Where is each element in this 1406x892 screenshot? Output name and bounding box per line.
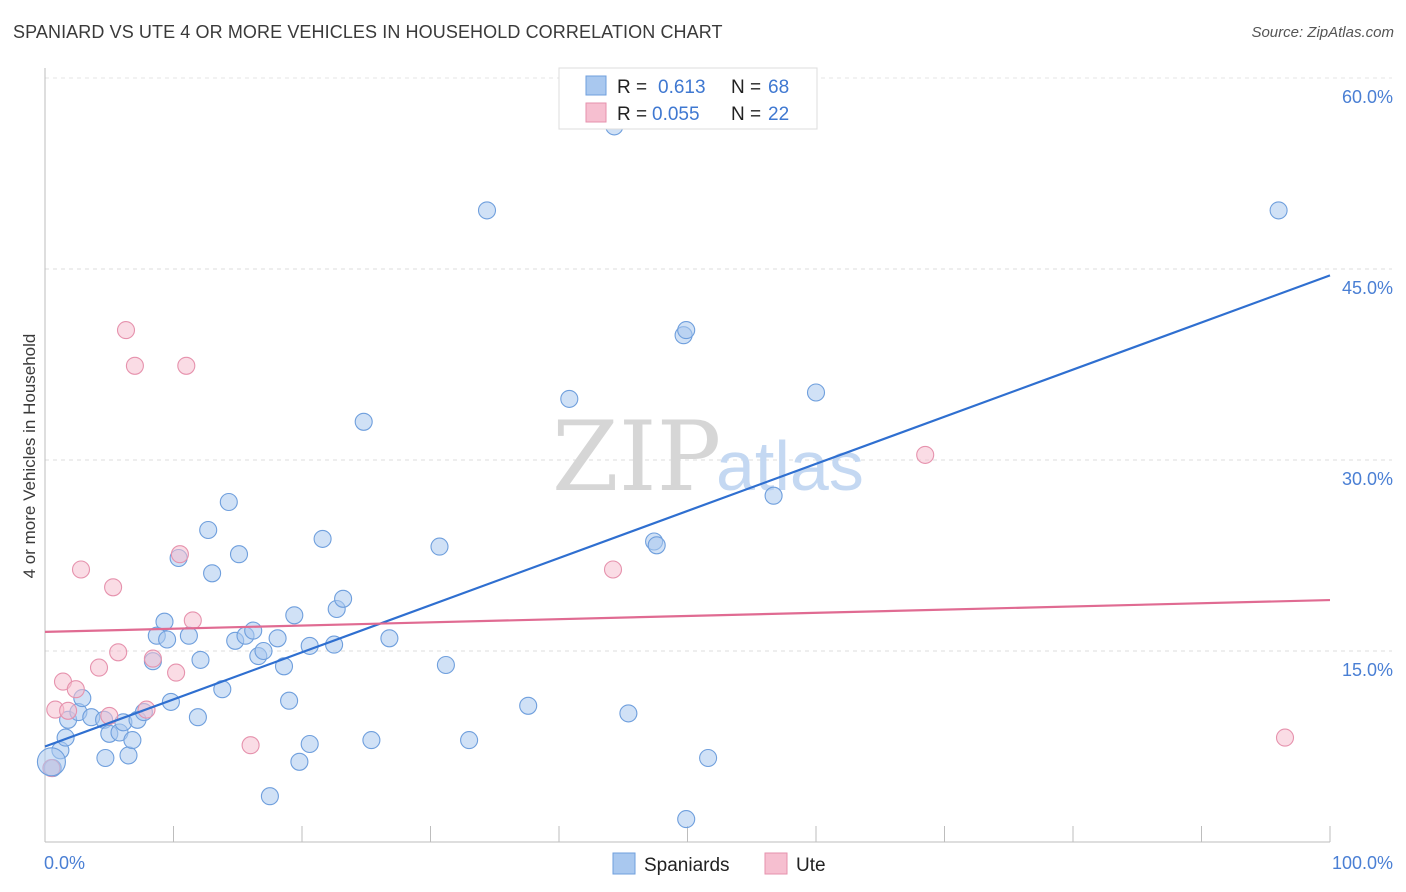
x-tick-label-max: 100.0%: [1332, 853, 1393, 873]
ute-point-10: [116, 321, 136, 340]
legend-swatch-spaniards: [585, 75, 607, 96]
axes: [44, 68, 1331, 843]
ute-point-15: [170, 545, 189, 564]
series-legend: Spaniards Ute: [612, 852, 826, 876]
spaniards-point-52: [460, 731, 479, 750]
ute-point-21: [1275, 728, 1295, 747]
stats-legend: R = 0.613 N = 68 R = 0.055 N = 22: [558, 67, 818, 130]
ute-point-9: [109, 643, 128, 662]
spaniards-point-35: [260, 787, 279, 806]
watermark-zip: ZIP: [552, 401, 721, 513]
spaniards-point-38: [280, 691, 299, 710]
ute-point-5: [71, 560, 91, 579]
bottom-legend-swatch-spaniards: [612, 852, 636, 875]
spaniards-point-24: [191, 650, 210, 669]
spaniards-point-62: [677, 810, 696, 829]
spaniards-point-59: [647, 536, 666, 555]
legend-swatch-ute: [585, 102, 607, 123]
spaniards-point-34: [254, 641, 273, 661]
spaniards-point-47: [354, 412, 373, 431]
bottom-legend-swatch-ute: [764, 852, 788, 875]
legend-r-label-2: R =: [617, 104, 647, 125]
ute-point-13: [143, 649, 162, 668]
source-credit: Source: ZipAtlas.com: [1251, 24, 1394, 41]
spaniards-point-40: [290, 752, 309, 771]
spaniards-point-50: [430, 537, 449, 556]
ute-point-6: [89, 658, 109, 677]
y-tick-label-1: 30.0%: [1342, 469, 1393, 489]
legend-r-label-1: R =: [617, 77, 647, 98]
ute-point-16: [177, 356, 196, 375]
spaniards-point-32: [244, 621, 263, 640]
ute-point-8: [104, 578, 123, 597]
legend-r-value-2: 0.055: [652, 104, 700, 125]
spaniards-point-54: [519, 696, 538, 715]
ute-point-3: [59, 701, 78, 720]
spaniards-point-36: [268, 629, 287, 648]
spaniards-point-25: [199, 520, 218, 540]
spaniards-point-43: [313, 529, 332, 548]
ute-point-7: [100, 706, 119, 725]
legend-n-label-1: N =: [731, 77, 761, 98]
spaniards-point-48: [362, 731, 381, 750]
spaniards-point-18: [155, 612, 174, 631]
spaniards-point-66: [1269, 201, 1288, 220]
ute-point-20: [916, 445, 935, 464]
spaniards-point-63: [699, 748, 718, 768]
spaniards-point-55: [560, 389, 579, 408]
y-tick-label-0: 15.0%: [1342, 660, 1393, 680]
legend-n-label-2: N =: [731, 104, 761, 125]
ute-point-4: [66, 680, 85, 699]
spaniards-point-42: [300, 734, 319, 754]
spaniards-point-large: [36, 747, 66, 777]
trend-line-spaniards: [44, 274, 1331, 748]
spaniards-point-49: [380, 629, 399, 648]
chart-title: SPANIARD VS UTE 4 OR MORE VEHICLES IN HO…: [13, 22, 723, 42]
ute-point-14: [167, 663, 186, 682]
y-tick-label-3: 60.0%: [1342, 87, 1393, 107]
spaniards-point-39: [285, 606, 304, 625]
legend-n-value-1: 68: [768, 77, 789, 98]
bottom-legend-label-ute: Ute: [796, 855, 826, 876]
series-ute: [42, 321, 1295, 778]
legend-r-value-1: 0.613: [658, 77, 706, 98]
ute-point-11: [125, 356, 144, 375]
spaniards-point-2: [56, 728, 75, 747]
spaniards-point-65: [806, 383, 826, 402]
spaniards-point-30: [229, 545, 249, 564]
gridlines: [45, 77, 1392, 652]
spaniards-point-22: [179, 626, 198, 645]
spaniards-point-8: [96, 748, 115, 768]
y-tick-label-2: 45.0%: [1342, 278, 1393, 298]
spaniards-point-53: [477, 201, 497, 220]
ute-point-19: [603, 560, 623, 579]
ute-point-17: [183, 611, 202, 630]
spaniards-point-61: [677, 321, 696, 340]
legend-n-value-2: 22: [768, 104, 789, 125]
spaniards-point-12: [119, 746, 138, 765]
x-tick-label-min: 0.0%: [44, 853, 85, 873]
spaniards-point-46: [334, 589, 353, 608]
spaniards-point-26: [203, 564, 222, 583]
spaniards-point-13: [123, 731, 142, 750]
spaniards-point-19: [158, 630, 177, 649]
spaniards-point-51: [436, 655, 455, 675]
bottom-legend-label-spaniards: Spaniards: [644, 855, 730, 876]
spaniards-point-64: [764, 486, 783, 505]
trend-line-ute: [44, 598, 1331, 633]
spaniards-point-57: [619, 704, 638, 723]
spaniards-point-28: [219, 492, 238, 512]
y-tick-labels: 15.0% 30.0% 45.0% 60.0%: [1342, 87, 1393, 680]
spaniards-point-23: [188, 708, 207, 727]
trend-lines: [44, 274, 1331, 748]
ute-point-18: [241, 736, 260, 755]
y-axis-label: 4 or more Vehicles in Household: [20, 334, 39, 579]
